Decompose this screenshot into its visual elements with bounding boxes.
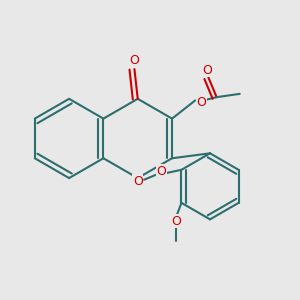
Text: O: O	[202, 64, 212, 76]
Text: O: O	[172, 214, 182, 227]
Text: O: O	[196, 96, 206, 109]
Text: O: O	[157, 165, 166, 178]
Text: O: O	[133, 175, 143, 188]
Text: O: O	[130, 54, 140, 67]
